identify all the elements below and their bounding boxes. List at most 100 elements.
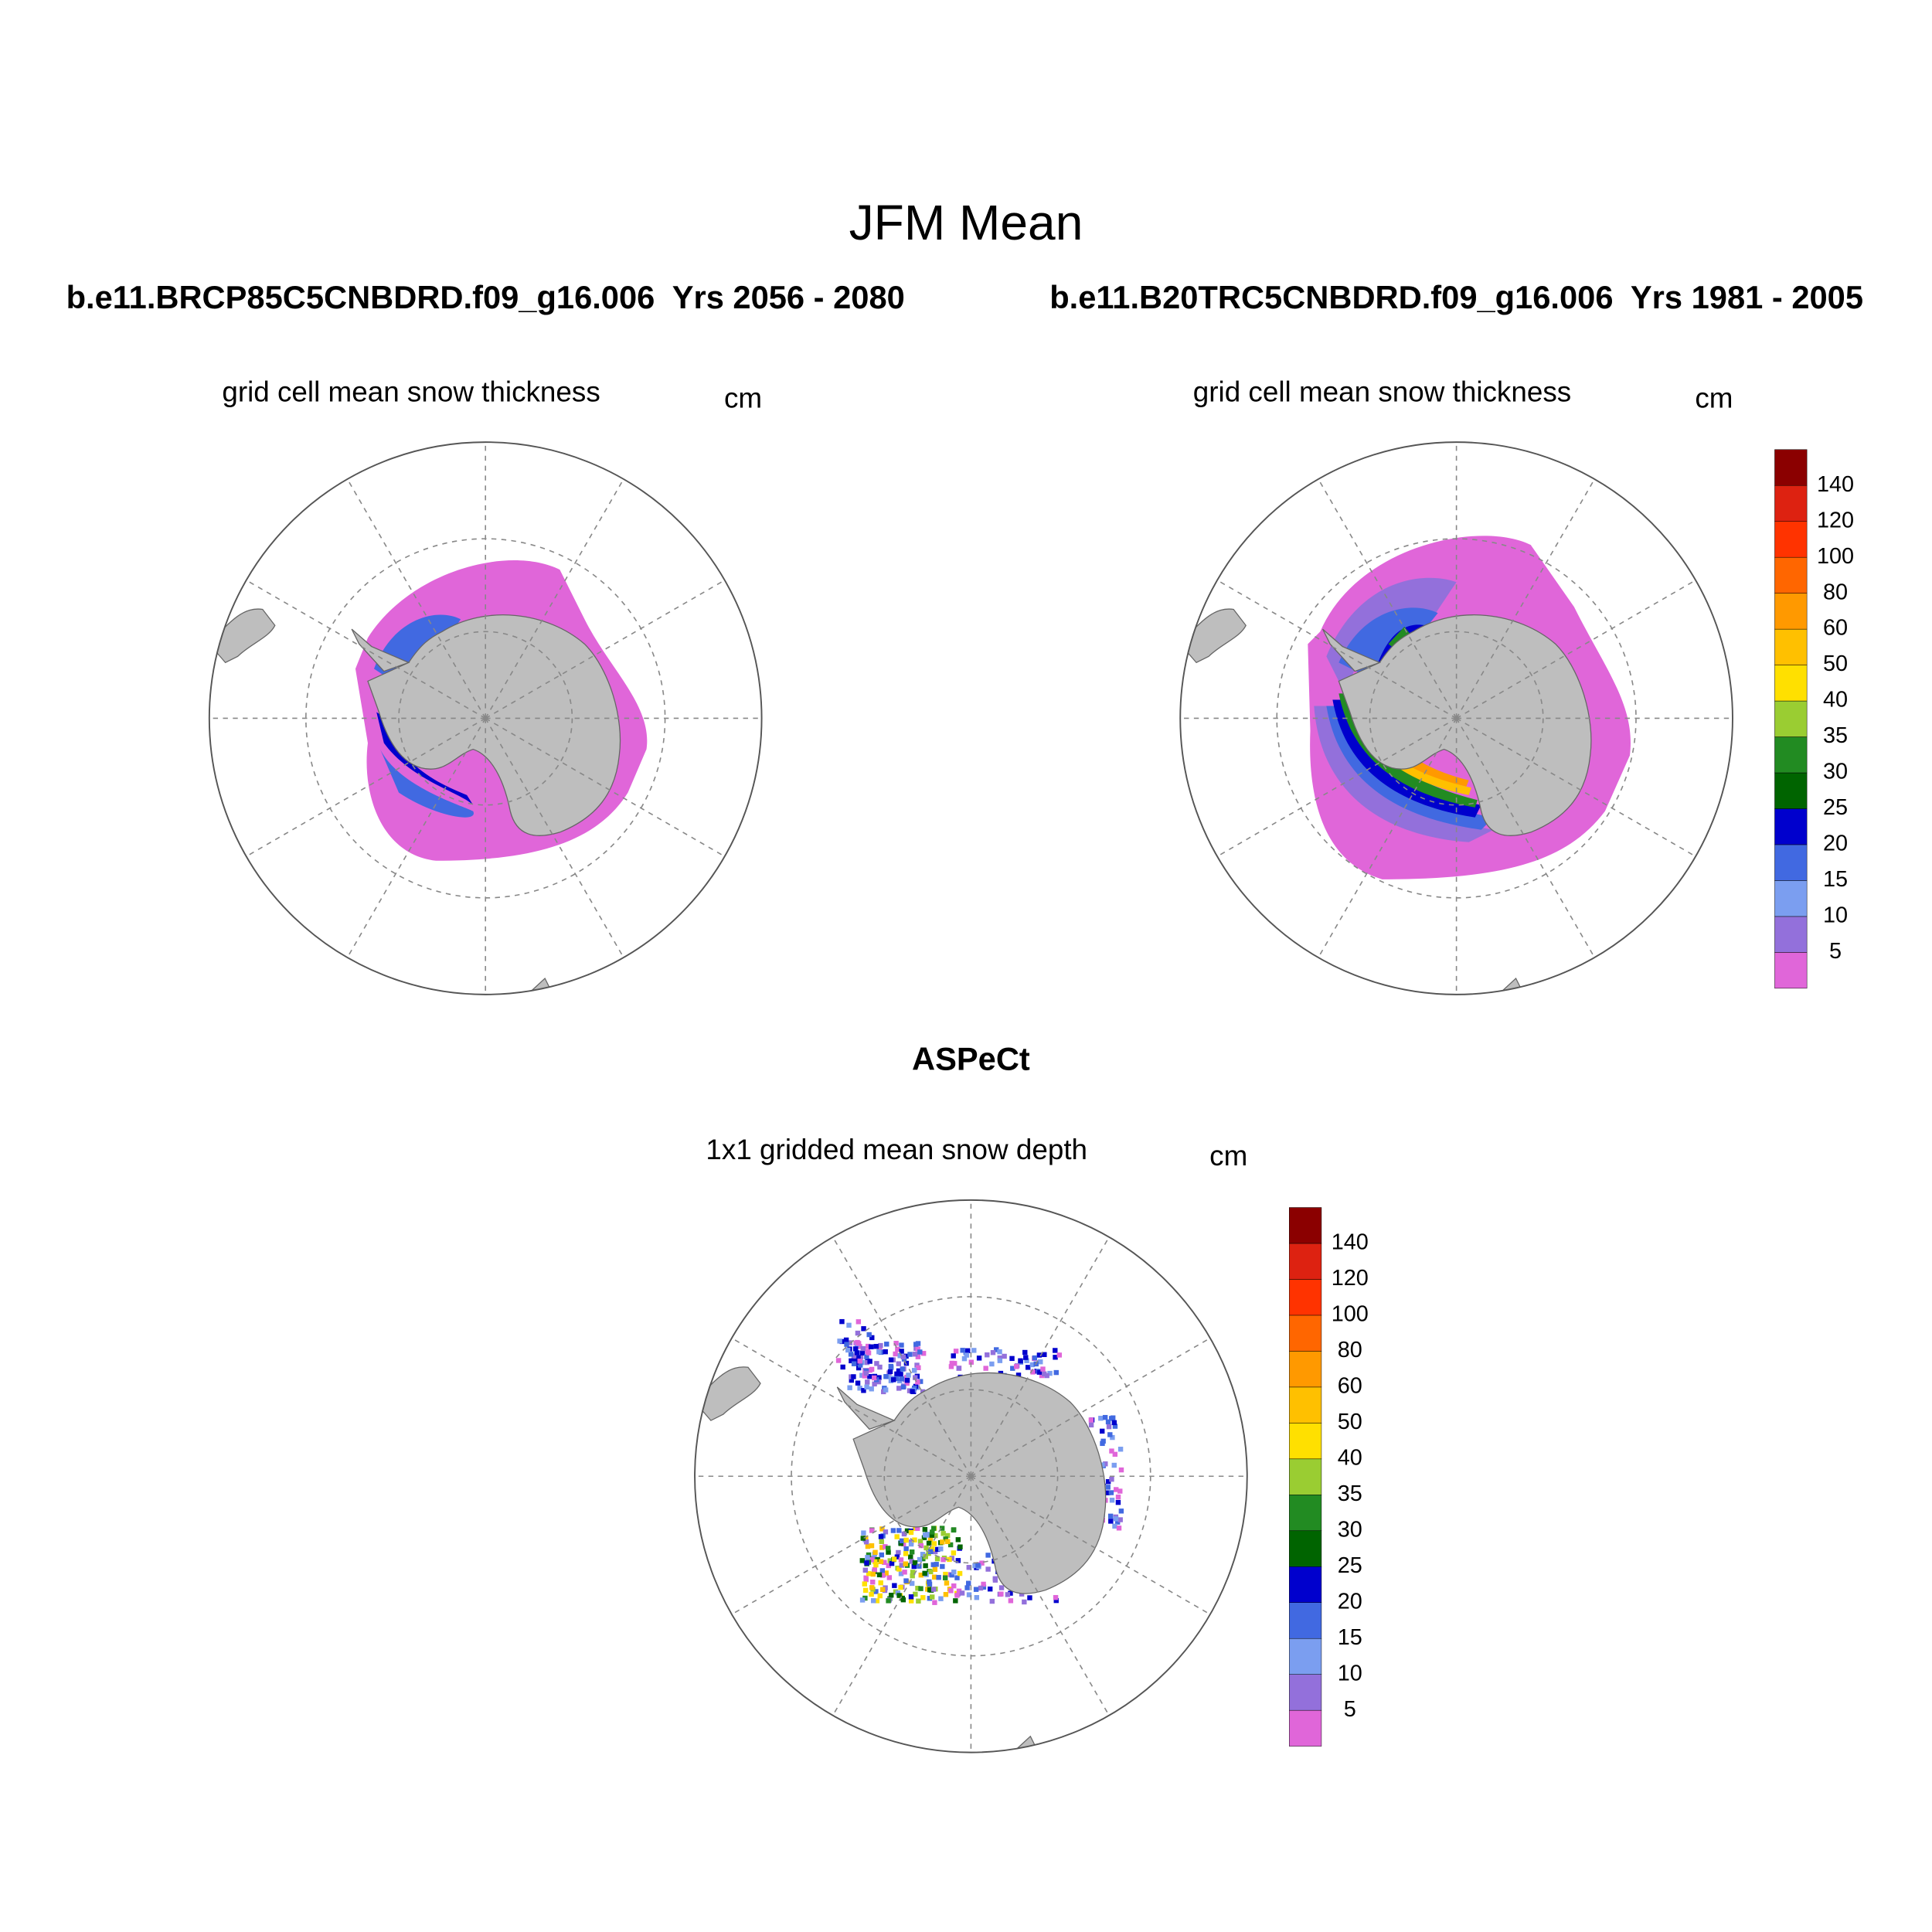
meridian	[1456, 717, 1696, 857]
obs-cell	[1105, 1419, 1111, 1425]
obs-cell	[1109, 1448, 1114, 1454]
obs-cell	[976, 1355, 982, 1361]
obs-cell	[932, 1574, 937, 1580]
obs-cell	[873, 1562, 879, 1568]
obs-cell	[939, 1526, 945, 1531]
obs-cell	[883, 1544, 888, 1549]
map-body	[695, 1318, 1124, 1753]
obs-cell	[857, 1359, 862, 1364]
meridian	[971, 1337, 1211, 1477]
obs-cell	[908, 1554, 913, 1560]
meridian	[346, 718, 486, 958]
obs-cell	[851, 1353, 857, 1359]
obs-cell	[895, 1590, 901, 1596]
colorbar-box	[1774, 772, 1808, 809]
units-label: cm	[1209, 1140, 1247, 1172]
obs-cell	[862, 1373, 868, 1379]
obs-cell	[870, 1571, 876, 1577]
obs-cell	[1108, 1519, 1114, 1524]
obs-cell	[869, 1366, 875, 1372]
polar-map	[208, 441, 763, 995]
obs-cell	[909, 1559, 914, 1564]
obs-cell	[879, 1526, 885, 1532]
colorbar-label: 140	[1817, 472, 1854, 497]
obs-cell	[974, 1595, 980, 1600]
obs-cell	[953, 1598, 958, 1604]
obs-cell	[892, 1583, 897, 1588]
obs-cell	[1114, 1487, 1119, 1492]
snow-navy	[1332, 624, 1481, 818]
obs-cell	[943, 1592, 949, 1597]
obs-cell	[985, 1352, 990, 1358]
obs-cell	[985, 1553, 991, 1558]
obs-cell	[1056, 1352, 1063, 1358]
obs-cell	[1027, 1595, 1032, 1600]
map-border	[694, 1199, 1248, 1753]
colorbar-box	[1774, 952, 1808, 989]
obs-cell	[872, 1375, 877, 1381]
antarctica	[1321, 614, 1592, 836]
obs-cell	[922, 1570, 927, 1577]
obs-cell	[855, 1330, 861, 1336]
obs-cell	[898, 1541, 903, 1546]
colorbar-box	[1289, 1709, 1322, 1747]
polar-map	[1179, 441, 1733, 995]
obs-cell	[926, 1540, 932, 1546]
obs-cell	[869, 1585, 875, 1590]
obs-cell	[886, 1549, 891, 1555]
obs-cell	[912, 1352, 918, 1357]
obs-cell	[889, 1560, 895, 1566]
obs-cell	[875, 1556, 880, 1563]
meridian	[246, 580, 486, 719]
obs-cell	[938, 1596, 944, 1601]
obs-cell	[851, 1374, 856, 1379]
obs-cell	[840, 1364, 845, 1370]
obs-cell	[859, 1597, 866, 1603]
obs-cell	[1040, 1366, 1046, 1372]
obs-cell	[866, 1343, 871, 1349]
obs-cell	[915, 1354, 921, 1359]
colorbar-label: 120	[1817, 508, 1854, 532]
colorbar-box	[1289, 1495, 1322, 1532]
units-label: cm	[724, 382, 762, 413]
meridian	[970, 1236, 1110, 1477]
obs-cell	[934, 1562, 939, 1567]
colorbar-box	[1289, 1458, 1322, 1495]
obs-cell	[1102, 1414, 1108, 1420]
colorbar-box	[1774, 556, 1808, 594]
colorbar-label: 5	[1344, 1697, 1356, 1722]
obs-cell	[1032, 1355, 1038, 1361]
obs-cell	[869, 1386, 874, 1392]
obs-cell	[943, 1571, 948, 1577]
obs-cell	[1118, 1509, 1124, 1514]
obs-cell	[872, 1549, 878, 1555]
obs-cell	[1044, 1372, 1049, 1379]
map-body	[1180, 536, 1631, 995]
obs-cell	[908, 1598, 914, 1604]
colorbar-label: 25	[1823, 795, 1848, 820]
obs-cell	[994, 1347, 999, 1352]
obs-cell	[894, 1371, 900, 1377]
obs-cell	[872, 1381, 877, 1387]
meridian	[485, 717, 726, 857]
obs-cell	[899, 1376, 905, 1382]
obs-cell	[1115, 1494, 1121, 1500]
obs-cell	[893, 1340, 899, 1346]
obs-cell	[947, 1556, 952, 1563]
obs-cell	[951, 1570, 957, 1575]
obs-cell	[869, 1335, 875, 1341]
obs-cell	[954, 1575, 960, 1580]
colorbar-box	[1289, 1530, 1322, 1567]
obs-cell	[930, 1546, 935, 1552]
colorbar-box	[1774, 449, 1808, 486]
meridian	[832, 1236, 972, 1477]
colorbar-label: 25	[1338, 1553, 1362, 1578]
obs-cell	[861, 1530, 866, 1536]
obs-cell	[864, 1560, 869, 1566]
obs-cell	[861, 1326, 866, 1332]
obs-cell	[870, 1598, 876, 1604]
obs-cell	[1105, 1485, 1111, 1490]
colorbar-box	[1289, 1674, 1322, 1711]
parallel	[883, 1389, 1059, 1564]
obs-cell	[859, 1350, 866, 1355]
